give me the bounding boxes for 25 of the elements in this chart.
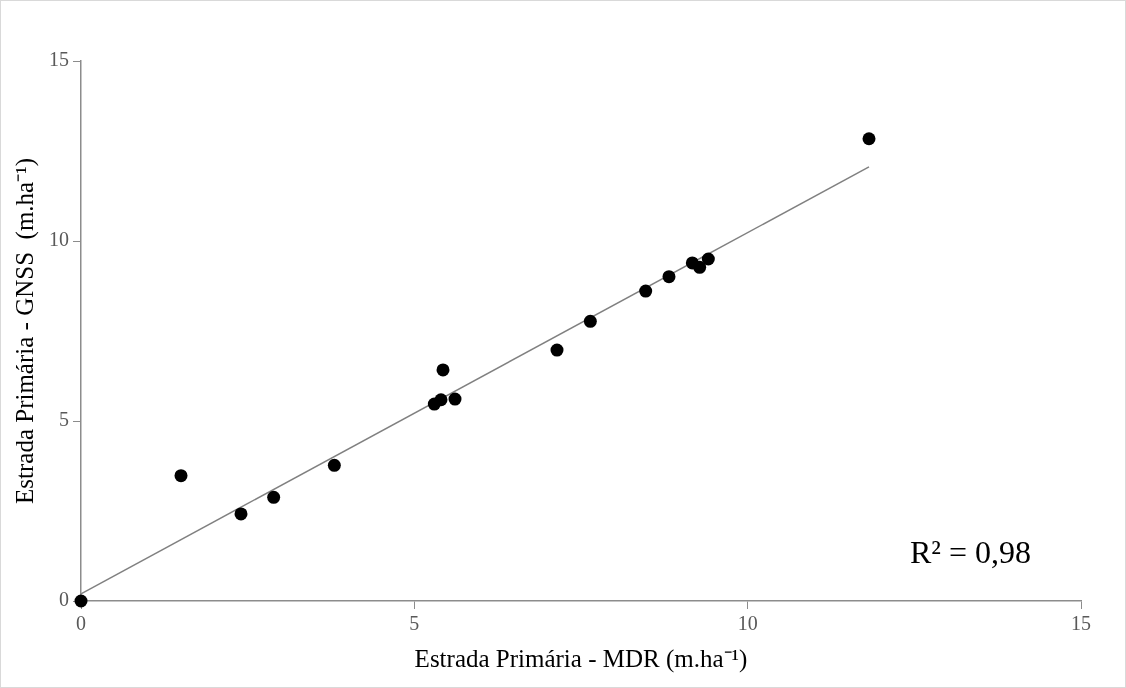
point [693,260,707,274]
y-tick-label: 0 [59,588,69,611]
x-axis-title: Estrada Primária - MDR (m.ha⁻¹) [414,644,748,673]
point [701,252,715,266]
x-tick-label: 10 [737,612,758,635]
y-tick-label: 5 [59,408,69,431]
point [174,469,188,483]
point [267,490,281,504]
y-tick-label: 10 [49,228,69,251]
y-tick-label: 15 [49,48,69,71]
x-tick-label: 5 [409,612,420,635]
y-axis-title: Estrada Primária - GNSS (m.ha⁻¹) [10,158,39,504]
point [662,270,676,284]
point [434,393,448,407]
point [448,392,462,406]
point [436,363,450,377]
point [327,458,341,472]
point [550,343,564,357]
x-tick-label: 15 [1071,612,1091,635]
point [583,314,597,328]
point [639,284,653,298]
annotation: R² = 0,98 [910,534,1031,571]
x-tick-label: 0 [76,612,86,635]
point [862,132,876,146]
point [234,507,248,521]
